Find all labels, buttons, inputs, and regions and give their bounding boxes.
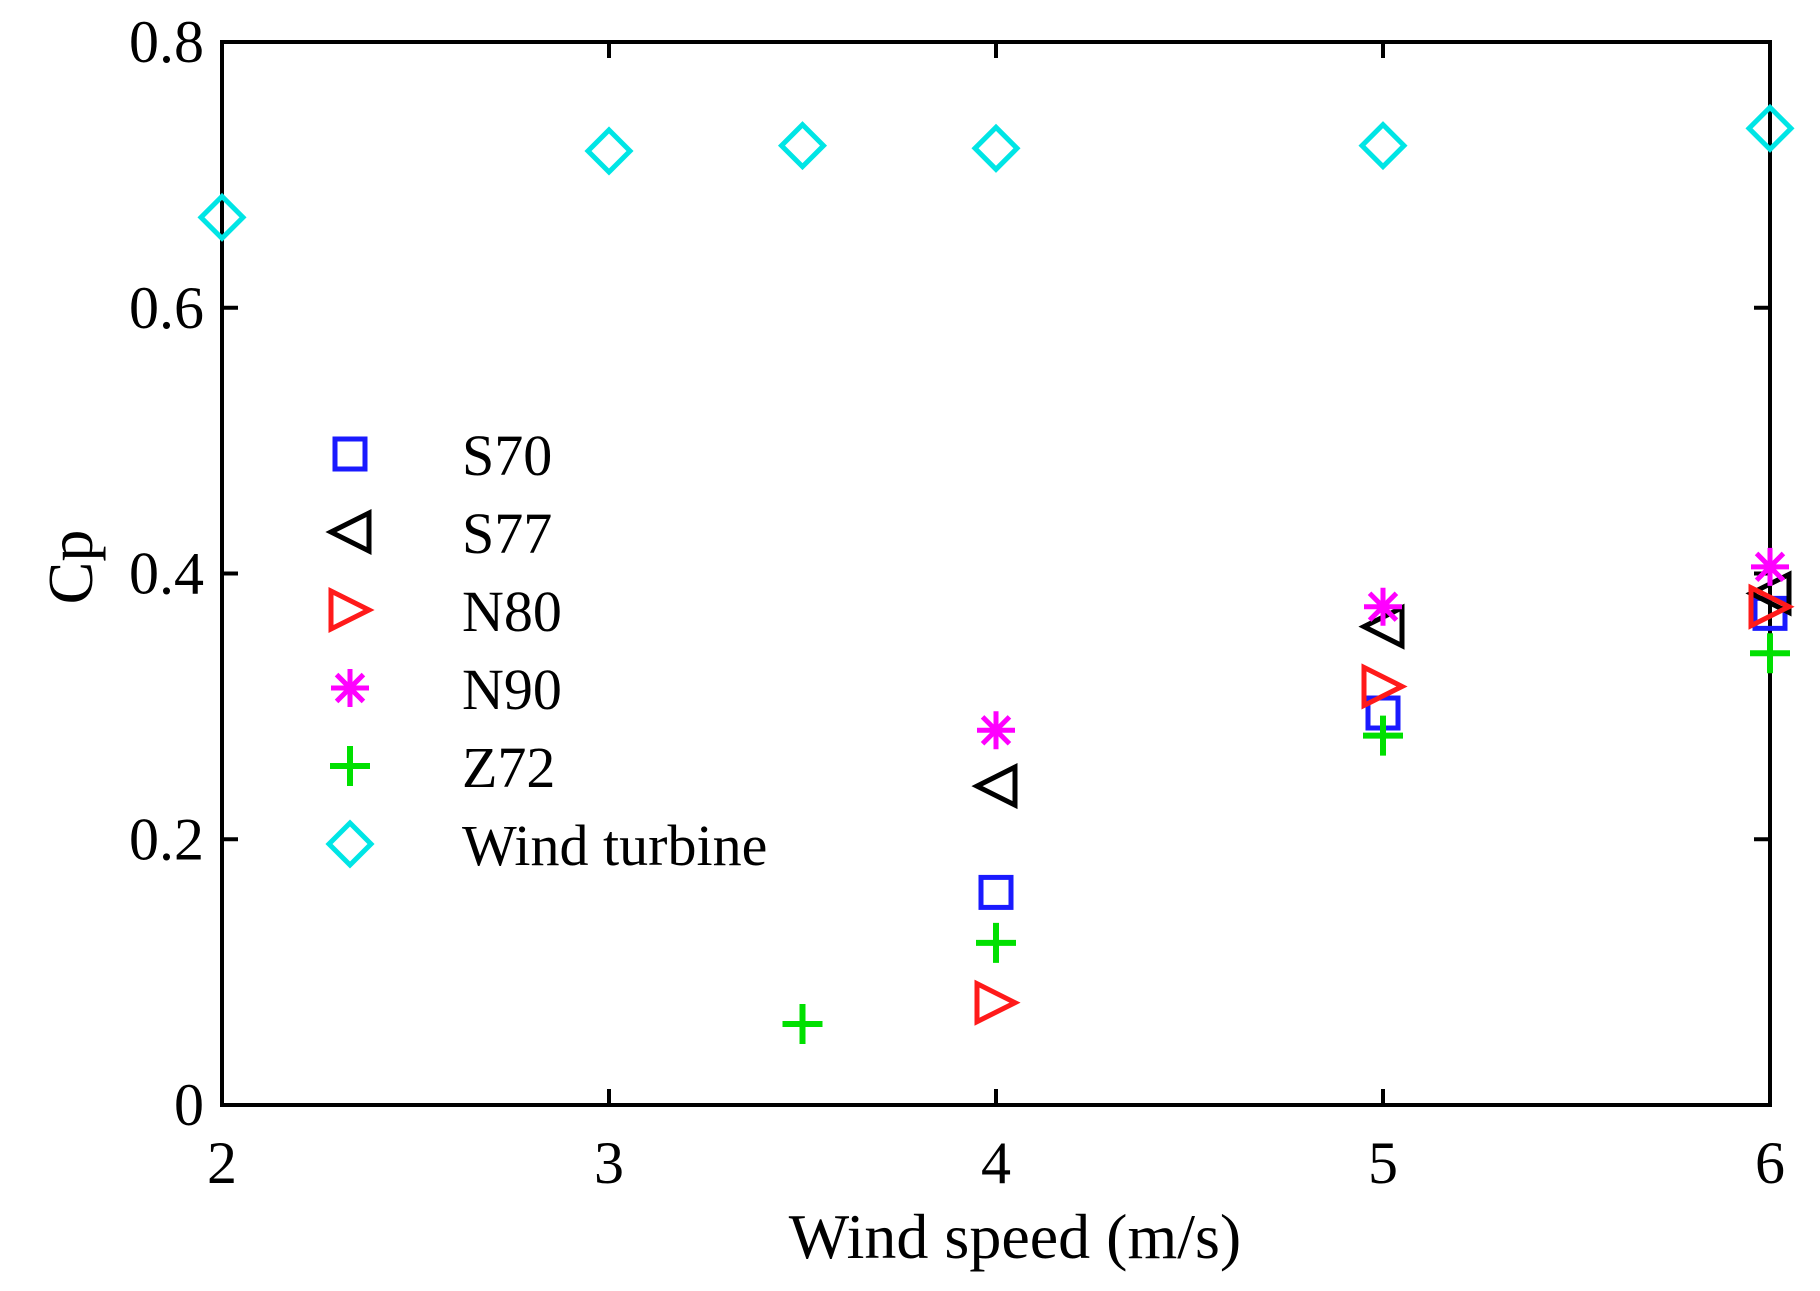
legend-marker-n80 [328, 586, 375, 634]
data-point-z72-3 [1750, 633, 1790, 674]
data-point-n80-2 [1748, 583, 1795, 630]
legend-label-s70: S70 [462, 423, 552, 488]
y-tick-label-0.6: 0.6 [129, 275, 204, 341]
y-tick-label-0: 0 [174, 1072, 204, 1138]
data-point-wind-turbine-1 [584, 126, 634, 176]
y-tick-label-0.4: 0.4 [129, 541, 204, 607]
data-markers [197, 103, 1795, 1044]
data-point-s70-0 [978, 874, 1014, 910]
legend: S70 S77 N80 N90 Z72 Wind turbine [325, 423, 767, 878]
legend-item-wind-turbine: Wind turbine [325, 813, 767, 878]
legend-item-n80: N80 [328, 579, 562, 644]
data-point-z72-2 [1363, 715, 1403, 756]
data-point-n80-0 [974, 979, 1021, 1026]
data-point-wind-turbine-5 [1745, 103, 1795, 153]
series-n90 [977, 547, 1789, 750]
y-tick-label-0.8: 0.8 [129, 9, 204, 75]
series-wind-turbine [197, 103, 1795, 242]
legend-marker-n90 [331, 669, 369, 707]
legend-label-z72: Z72 [462, 735, 555, 800]
data-point-wind-turbine-2 [777, 121, 828, 171]
legend-marker-wind-turbine [325, 819, 375, 869]
legend-label-s77: S77 [462, 501, 552, 566]
data-point-n80-1 [1361, 663, 1408, 710]
legend-marker-z72 [330, 746, 370, 786]
legend-label-wind-turbine: Wind turbine [462, 813, 767, 878]
data-point-wind-turbine-3 [971, 123, 1021, 173]
data-point-z72-1 [976, 922, 1016, 963]
data-point-wind-turbine-0 [197, 192, 247, 242]
series-z72 [782, 633, 1790, 1044]
data-point-s77-0 [971, 763, 1018, 810]
data-point-n90-1 [1364, 587, 1402, 626]
data-point-z72-0 [782, 1003, 823, 1044]
legend-item-s77: S77 [325, 501, 552, 566]
data-point-wind-turbine-4 [1358, 121, 1408, 171]
axis-ticks [220, 40, 1772, 1107]
x-tick-label-3: 3 [594, 1130, 624, 1196]
data-point-n90-0 [977, 711, 1015, 750]
y-tick-label-0.2: 0.2 [129, 806, 204, 872]
legend-label-n80: N80 [462, 579, 562, 644]
legend-marker-s77 [325, 508, 372, 556]
legend-marker-s70 [332, 436, 368, 472]
axis-tick-labels: 2 3 4 5 6 0 0.2 0.4 0.6 0.8 [129, 9, 1785, 1196]
series-n80 [974, 583, 1795, 1026]
x-tick-label-4: 4 [981, 1130, 1011, 1196]
legend-item-n90: N90 [331, 657, 562, 722]
y-axis-title: Cp [35, 530, 106, 605]
legend-item-z72: Z72 [330, 735, 555, 800]
legend-item-s70: S70 [332, 423, 552, 488]
legend-label-n90: N90 [462, 657, 562, 722]
data-point-n90-2 [1751, 547, 1789, 586]
x-axis-title: Wind speed (m/s) [789, 1201, 1241, 1272]
x-tick-label-2: 2 [207, 1130, 237, 1196]
x-tick-label-5: 5 [1368, 1130, 1398, 1196]
x-tick-label-6: 6 [1755, 1130, 1785, 1196]
